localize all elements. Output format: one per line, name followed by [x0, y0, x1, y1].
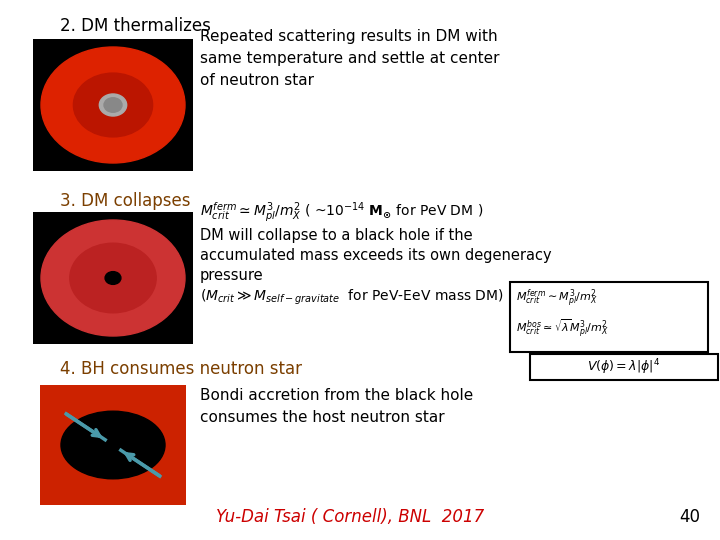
- Bar: [40, 385, 186, 505]
- Bar: [530, 354, 718, 380]
- Text: Repeated scattering results in DM with
same temperature and settle at center
of : Repeated scattering results in DM with s…: [200, 29, 500, 89]
- Ellipse shape: [104, 98, 122, 112]
- Text: Yu-Dai Tsai ( Cornell), BNL  2017: Yu-Dai Tsai ( Cornell), BNL 2017: [216, 508, 484, 526]
- Ellipse shape: [41, 220, 185, 336]
- Ellipse shape: [99, 94, 127, 116]
- Text: accumulated mass exceeds its own degeneracy: accumulated mass exceeds its own degener…: [200, 248, 552, 263]
- Ellipse shape: [73, 73, 153, 137]
- Text: 3. DM collapses: 3. DM collapses: [60, 192, 191, 210]
- Ellipse shape: [70, 243, 156, 313]
- Text: pressure: pressure: [200, 268, 264, 283]
- Bar: [33, 39, 193, 171]
- Text: $M^{ferm}_{crit} \sim M^3_{pl}/m^2_X$: $M^{ferm}_{crit} \sim M^3_{pl}/m^2_X$: [516, 288, 598, 310]
- Bar: [33, 212, 193, 344]
- Text: ($M_{crit} \gg M_{self-gravitate}$  for PeV-EeV mass DM): ($M_{crit} \gg M_{self-gravitate}$ for P…: [200, 288, 504, 307]
- Ellipse shape: [105, 272, 121, 285]
- Ellipse shape: [41, 47, 185, 163]
- Text: DM will collapse to a black hole if the: DM will collapse to a black hole if the: [200, 228, 472, 243]
- Text: 40: 40: [679, 508, 700, 526]
- Text: Bondi accretion from the black hole
consumes the host neutron star: Bondi accretion from the black hole cons…: [200, 388, 473, 425]
- Ellipse shape: [109, 442, 117, 448]
- Bar: [510, 282, 708, 352]
- Text: 2. DM thermalizes: 2. DM thermalizes: [60, 17, 211, 35]
- Text: $M^{ferm}_{crit} \simeq M^3_{pl}/m^2_X$ ( ~$10^{-14}$ $\mathbf{M_{\odot}}$ for P: $M^{ferm}_{crit} \simeq M^3_{pl}/m^2_X$ …: [200, 200, 483, 224]
- Text: 4. BH consumes neutron star: 4. BH consumes neutron star: [60, 360, 302, 378]
- Text: $M^{bos}_{crit} \simeq \sqrt{\lambda}M^3_{pl}/m^2_X$: $M^{bos}_{crit} \simeq \sqrt{\lambda}M^3…: [516, 318, 608, 340]
- Text: $V(\phi) = \lambda|\phi|^4$: $V(\phi) = \lambda|\phi|^4$: [588, 357, 660, 377]
- Ellipse shape: [61, 411, 165, 479]
